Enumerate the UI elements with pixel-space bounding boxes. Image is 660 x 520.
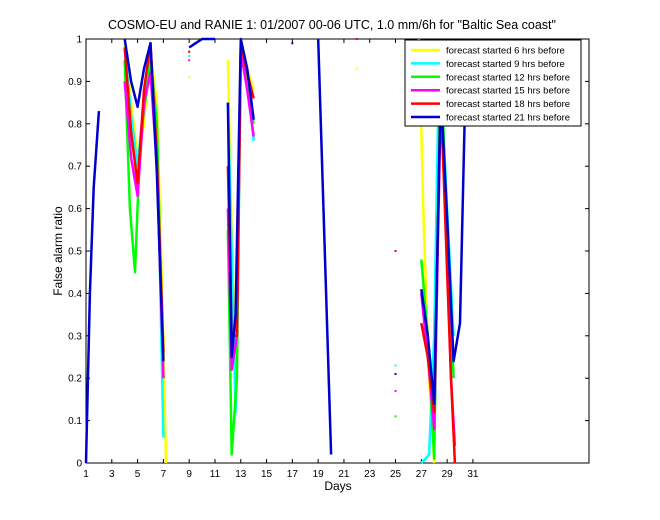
x-tick-label: 21 [338, 469, 350, 480]
x-axis: 1 3 5 7 9 11 13 15 17 19 21 23 25 27 29 31 [83, 39, 479, 480]
series-3 [123, 41, 455, 461]
series-layer [84, 37, 468, 464]
data-point [394, 372, 397, 375]
data-point [188, 54, 191, 57]
legend-label: forecast started 15 hrs before [446, 86, 570, 97]
y-axis-label: False alarm ratio [51, 206, 65, 296]
y-tick-label: 0.6 [68, 204, 82, 215]
legend-label: forecast started 9 hrs before [446, 59, 565, 70]
y-tick-label: 0.2 [68, 374, 82, 385]
legend: forecast started 6 hrs before forecast st… [404, 39, 582, 127]
series-line [84, 111, 101, 464]
x-tick-label: 1 [83, 469, 89, 480]
legend-label: forecast started 18 hrs before [446, 99, 570, 110]
x-tick-label: 11 [210, 469, 221, 480]
legend-label: forecast started 12 hrs before [446, 72, 570, 83]
y-tick-label: 0.9 [68, 77, 82, 88]
legend-label: forecast started 6 hrs before [446, 46, 565, 57]
y-tick-label: 0.8 [68, 119, 82, 130]
series-1 [123, 37, 436, 464]
x-tick-label: 13 [235, 469, 247, 480]
x-axis-label: Days [324, 479, 351, 493]
y-tick-label: 0 [76, 459, 82, 470]
data-point [291, 42, 294, 45]
data-point [394, 250, 397, 252]
x-tick-label: 7 [161, 469, 167, 480]
y-tick-label: 0.7 [68, 162, 82, 173]
series-6 [84, 37, 468, 464]
y-tick-label: 1 [76, 35, 82, 46]
series-line [316, 38, 333, 455]
x-tick-label: 31 [467, 469, 479, 480]
data-point [188, 59, 191, 62]
series-line [188, 37, 215, 49]
y-tick-label: 0.4 [68, 289, 82, 300]
data-point [355, 38, 358, 40]
legend-box [404, 39, 582, 127]
x-tick-label: 23 [364, 469, 376, 480]
x-tick-label: 29 [442, 469, 454, 480]
data-point [188, 50, 191, 53]
data-point [394, 364, 397, 367]
y-axis: 0 0.1 0.2 0.3 0.4 0.5 0.6 0.7 0.8 0.9 1 [68, 35, 589, 470]
y-tick-label: 0.1 [68, 416, 82, 427]
x-tick-label: 3 [109, 469, 115, 480]
y-tick-label: 0.3 [68, 331, 82, 342]
legend-label: forecast started 21 hrs before [446, 113, 570, 124]
series-2 [123, 41, 455, 464]
series-line [123, 38, 165, 362]
data-point [394, 415, 397, 418]
data-point [355, 67, 358, 70]
x-tick-label: 5 [135, 469, 141, 480]
x-tick-label: 19 [313, 469, 325, 480]
x-tick-label: 17 [287, 469, 299, 480]
data-point [394, 389, 397, 392]
x-tick-label: 9 [186, 469, 192, 480]
series-line [226, 37, 255, 359]
data-point [188, 76, 191, 79]
series-line [420, 38, 468, 405]
y-tick-label: 0.5 [68, 247, 82, 258]
x-tick-label: 25 [390, 469, 402, 480]
chart-title: COSMO-EU and RANIE 1: 01/2007 00-06 UTC,… [108, 18, 556, 32]
x-tick-label: 27 [416, 469, 428, 480]
x-tick-label: 15 [261, 469, 273, 480]
